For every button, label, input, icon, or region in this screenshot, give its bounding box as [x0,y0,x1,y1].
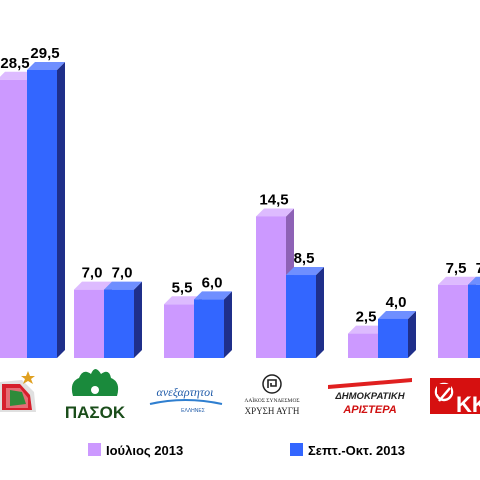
bar-kke-sep-oct [468,276,480,358]
dimar-logo: ΔΗΜΟΚΡΑΤΙΚΗ ΑΡΙΣΤΕΡΑ [328,378,412,416]
bar-anel-sep-oct [194,291,232,358]
value-label-pasok-july: 7,0 [82,265,103,282]
xa-logo-subtext: ΧΡΥΣΗ ΑΥΓΗ [245,406,300,416]
legend: Ιούλιος 2013 Σεπτ.-Οκτ. 2013 [88,443,405,458]
anel-logo: ανεξαρτητοι ΕΛΛΗΝΕΣ [149,385,223,414]
hammer-sickle-icon [434,382,454,402]
value-label-syriza-sep-oct: 29,5 [30,45,59,62]
value-label-xa-july: 14,5 [259,191,288,208]
dimar-logo-text: ΔΗΜΟΚΡΑΤΙΚΗ [334,391,405,402]
anel-logo-subtext: ΕΛΛΗΝΕΣ [181,408,205,414]
bar-dimar-sep-oct [378,310,416,358]
legend-label-sep-oct: Σεπτ.-Οκτ. 2013 [308,443,405,458]
dimar-logo-subtext: ΑΡΙΣΤΕΡΑ [342,404,396,416]
value-label-kke-sep-oct: 7,5 [476,260,480,277]
pasok-sun-icon [71,369,119,396]
value-label-kke-july: 7,5 [446,260,467,277]
value-label-anel-sep-oct: 6,0 [202,274,223,291]
value-labels-layer: 28,529,5 7,0 7,0 5,5 6,0 14,5 8,5 2,5 4,0 7,5 7,5 [0,45,480,326]
kke-logo-text: ΚΚΕ [456,392,480,417]
syriza-logo-icon [0,371,40,412]
legend-swatch-sep-oct [290,443,303,456]
xa-logo-text: ΛΑΪΚΟΣ ΣΥΝΔΕΣΜΟΣ [244,397,299,404]
dimar-bar-icon [328,378,412,389]
legend-swatch-july [88,443,101,456]
legend-label-july: Ιούλιος 2013 [106,443,183,458]
pasok-logo: ΠΑΣΟΚ [65,369,126,422]
syriza-logo [0,371,40,412]
anel-logo-text: ανεξαρτητοι [157,385,214,399]
legend-item-sep-oct: Σεπτ.-Οκτ. 2013 [290,443,405,458]
value-label-xa-sep-oct: 8,5 [294,250,315,267]
value-label-dimar-july: 2,5 [356,309,377,326]
legend-item-july: Ιούλιος 2013 [88,443,183,458]
bar-syriza-sep-oct [27,62,65,358]
bar-pasok-sep-oct [104,281,142,358]
anel-swoosh-icon [149,399,223,405]
kke-logo: ΚΚΕ [430,378,480,417]
pasok-logo-text: ΠΑΣΟΚ [65,403,126,422]
value-label-syriza-july: 28,5 [0,55,29,72]
xa-logo: ΛΑΪΚΟΣ ΣΥΝΔΕΣΜΟΣ ΧΡΥΣΗ ΑΥΓΗ [244,374,300,416]
value-label-pasok-sep-oct: 7,0 [112,265,133,282]
value-label-dimar-sep-oct: 4,0 [386,294,407,311]
bar-xa-sep-oct [286,267,324,358]
value-label-anel-july: 5,5 [172,279,193,296]
meander-emblem-icon [262,374,282,394]
bars-layer [0,62,480,359]
